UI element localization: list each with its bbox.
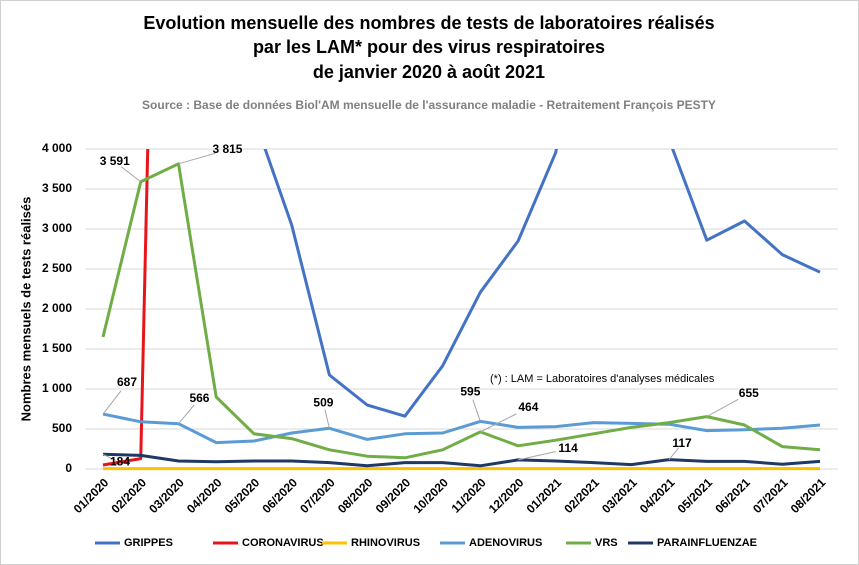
y-tick-label: 3 000 — [42, 221, 72, 235]
leader-line — [178, 404, 195, 425]
leader-line — [120, 166, 142, 183]
chart-title: de janvier 2020 à août 2021 — [313, 62, 545, 82]
y-tick-label: 0 — [65, 461, 72, 475]
series-line — [102, 452, 821, 468]
leader-line — [472, 399, 481, 422]
legend-label: CORONAVIRUS — [242, 537, 324, 549]
leader-line — [102, 390, 122, 415]
data-label: 655 — [739, 386, 759, 400]
chart-title: par les LAM* pour des virus respiratoire… — [253, 37, 605, 57]
y-tick-label: 1 500 — [42, 341, 72, 355]
legend-label: VRS — [595, 537, 618, 549]
leader-line — [517, 451, 556, 461]
series-line — [263, 149, 821, 418]
data-label: 114 — [558, 441, 578, 455]
y-tick-label: 4 000 — [42, 141, 72, 155]
data-label: 3 591 — [100, 154, 130, 168]
data-label: 117 — [672, 436, 692, 450]
series-line — [102, 412, 821, 445]
y-tick-label: 2 000 — [42, 301, 72, 315]
leader-line — [178, 152, 216, 165]
y-tick-label: 1 000 — [42, 381, 72, 395]
leader-line — [324, 409, 330, 429]
annotation: (*) : LAM = Laboratoires d'analyses médi… — [490, 373, 715, 385]
y-axis-title: Nombres mensuels de tests réalisés — [18, 197, 33, 422]
data-label: 184 — [110, 454, 130, 468]
series-line — [101, 162, 821, 460]
legend-label: PARAINFLUENZAE — [657, 537, 757, 549]
chart-subtitle: Source : Base de données Biol'AM mensuel… — [142, 98, 716, 112]
leader-line — [480, 413, 517, 433]
y-tick-label: 2 500 — [42, 261, 72, 275]
data-label: 566 — [189, 391, 209, 405]
leader-line — [668, 447, 680, 460]
chart-title: Evolution mensuelle des nombres de tests… — [143, 13, 714, 33]
data-label: 464 — [518, 400, 538, 414]
leader-line — [706, 398, 739, 418]
data-label: 509 — [313, 395, 333, 409]
data-label: 3 815 — [212, 142, 242, 156]
legend-label: RHINOVIRUS — [351, 537, 420, 549]
legend-label: GRIPPES — [124, 537, 173, 549]
data-label: 595 — [460, 385, 480, 399]
y-tick-label: 3 500 — [42, 181, 72, 195]
leader-line — [102, 453, 116, 461]
data-label: 687 — [117, 375, 137, 389]
legend-label: ADENOVIRUS — [469, 537, 542, 549]
y-tick-label: 500 — [52, 421, 72, 435]
plot-lines — [101, 149, 821, 471]
